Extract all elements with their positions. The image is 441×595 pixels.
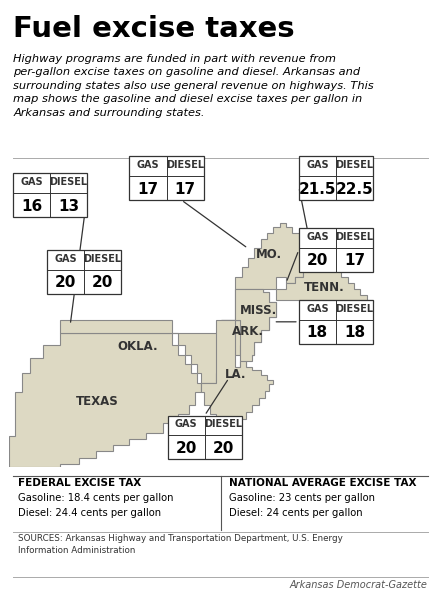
Text: GAS: GAS (20, 177, 43, 187)
Text: 20: 20 (306, 253, 328, 268)
Text: 20: 20 (176, 441, 197, 456)
Text: DIESEL: DIESEL (335, 303, 374, 314)
Text: TEXAS: TEXAS (76, 395, 119, 408)
Text: 21.5: 21.5 (299, 181, 336, 196)
Text: GAS: GAS (306, 232, 329, 242)
Text: MO.: MO. (256, 248, 282, 261)
Text: DIESEL: DIESEL (83, 253, 122, 264)
Polygon shape (220, 283, 276, 355)
Text: 16: 16 (21, 199, 42, 214)
Text: FEDERAL EXCISE TAX: FEDERAL EXCISE TAX (18, 478, 141, 488)
Text: 17: 17 (175, 181, 196, 196)
Polygon shape (276, 252, 373, 302)
Polygon shape (235, 223, 314, 289)
Polygon shape (235, 289, 276, 367)
Text: Gasoline: 18.4 cents per gallon: Gasoline: 18.4 cents per gallon (18, 493, 173, 503)
Text: Arkansas Democrat-Gazette: Arkansas Democrat-Gazette (290, 580, 428, 590)
Bar (168, 415, 242, 459)
Bar (299, 300, 373, 344)
Text: 17: 17 (344, 253, 365, 268)
Bar (299, 228, 373, 272)
Text: OKLA.: OKLA. (118, 340, 158, 353)
Text: Fuel excise taxes: Fuel excise taxes (13, 15, 295, 43)
Text: NATIONAL AVERAGE EXCISE TAX: NATIONAL AVERAGE EXCISE TAX (229, 478, 417, 488)
Text: DIESEL: DIESEL (166, 160, 204, 170)
Text: ARK.: ARK. (232, 325, 264, 338)
Text: DIESEL: DIESEL (204, 419, 242, 429)
Polygon shape (9, 333, 202, 467)
Text: 18: 18 (307, 325, 328, 340)
Bar (130, 156, 204, 200)
Text: DIESEL: DIESEL (335, 160, 374, 170)
Text: MISS.: MISS. (240, 305, 277, 317)
Text: 17: 17 (138, 181, 159, 196)
Bar (299, 156, 373, 200)
Bar (47, 250, 121, 294)
Text: 20: 20 (213, 441, 234, 456)
Text: SOURCES: Arkansas Highway and Transportation Department, U.S. Energy
Information: SOURCES: Arkansas Highway and Transporta… (18, 534, 342, 555)
Text: GAS: GAS (54, 253, 77, 264)
Text: 22.5: 22.5 (336, 181, 373, 196)
Text: GAS: GAS (137, 160, 159, 170)
Text: Diesel: 24.4 cents per gallon: Diesel: 24.4 cents per gallon (18, 508, 161, 518)
Text: Highway programs are funded in part with revenue from
per-gallon excise taxes on: Highway programs are funded in part with… (13, 54, 374, 118)
Text: 13: 13 (58, 199, 79, 214)
Text: 20: 20 (55, 275, 76, 290)
Text: GAS: GAS (306, 303, 329, 314)
Text: Gasoline: 23 cents per gallon: Gasoline: 23 cents per gallon (229, 493, 375, 503)
Text: GAS: GAS (175, 419, 198, 429)
Text: 18: 18 (344, 325, 365, 340)
Text: GAS: GAS (306, 160, 329, 170)
Text: 20: 20 (92, 275, 113, 290)
Text: DIESEL: DIESEL (49, 177, 88, 187)
Text: Diesel: 24 cents per gallon: Diesel: 24 cents per gallon (229, 508, 363, 518)
Polygon shape (202, 320, 273, 436)
Bar (13, 174, 87, 217)
Text: TENN.: TENN. (304, 281, 344, 294)
Polygon shape (60, 320, 244, 383)
Text: LA.: LA. (224, 368, 246, 381)
Text: DIESEL: DIESEL (335, 232, 374, 242)
